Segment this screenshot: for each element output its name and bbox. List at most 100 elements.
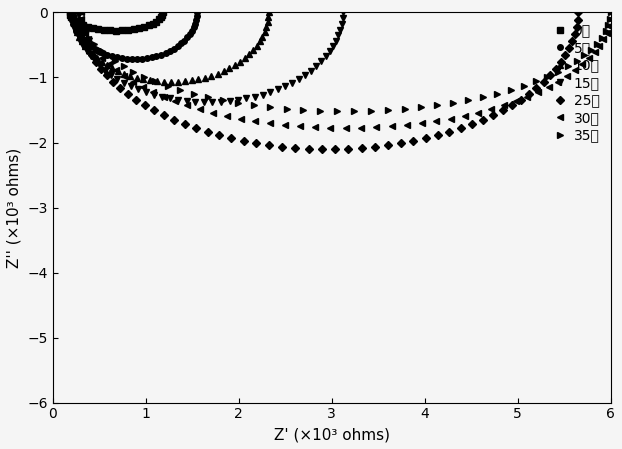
15日 bbox=[338, 21, 345, 26]
25日 bbox=[204, 129, 211, 135]
35日 bbox=[82, 29, 90, 34]
5日 bbox=[162, 50, 169, 56]
5日 bbox=[95, 48, 102, 54]
15日 bbox=[339, 16, 346, 21]
25日 bbox=[170, 117, 178, 123]
10日 bbox=[109, 66, 116, 71]
5日 bbox=[174, 44, 182, 49]
15日 bbox=[251, 94, 258, 99]
35日 bbox=[79, 22, 86, 28]
30日 bbox=[342, 126, 350, 131]
35日 bbox=[588, 47, 595, 52]
5日 bbox=[99, 50, 106, 56]
10日 bbox=[264, 20, 271, 25]
0日 bbox=[113, 28, 120, 33]
35日 bbox=[267, 105, 274, 110]
25日 bbox=[109, 79, 117, 84]
10日 bbox=[264, 15, 272, 20]
15日 bbox=[134, 87, 142, 92]
Line: 0日: 0日 bbox=[67, 10, 165, 33]
15日 bbox=[335, 32, 342, 38]
35日 bbox=[598, 35, 606, 40]
5日 bbox=[77, 35, 85, 40]
15日 bbox=[70, 10, 77, 15]
15日 bbox=[166, 96, 174, 101]
35日 bbox=[417, 105, 425, 110]
0日 bbox=[84, 24, 91, 30]
35日 bbox=[573, 58, 580, 64]
30日 bbox=[596, 43, 603, 48]
15日 bbox=[183, 98, 190, 104]
30日 bbox=[149, 89, 157, 95]
15日 bbox=[307, 68, 315, 73]
35日 bbox=[234, 100, 242, 106]
15日 bbox=[312, 63, 320, 69]
35日 bbox=[333, 109, 341, 114]
5日 bbox=[73, 28, 80, 34]
15日 bbox=[77, 38, 84, 44]
15日 bbox=[108, 72, 115, 78]
5日 bbox=[180, 38, 188, 43]
15日 bbox=[301, 72, 309, 78]
15日 bbox=[80, 44, 87, 49]
5日 bbox=[148, 55, 156, 60]
0日 bbox=[67, 14, 75, 20]
Line: 10日: 10日 bbox=[70, 10, 271, 85]
15日 bbox=[158, 94, 165, 99]
5日 bbox=[133, 57, 141, 62]
0日 bbox=[70, 17, 77, 22]
0日 bbox=[152, 19, 160, 24]
35日 bbox=[607, 10, 615, 15]
15日 bbox=[234, 97, 242, 103]
25日 bbox=[192, 126, 200, 131]
10日 bbox=[70, 10, 77, 15]
5日 bbox=[118, 56, 126, 61]
5日 bbox=[128, 57, 136, 62]
0日 bbox=[89, 26, 96, 31]
5日 bbox=[153, 53, 160, 59]
X-axis label: Z' (×10³ ohms): Z' (×10³ ohms) bbox=[274, 427, 390, 442]
35日 bbox=[251, 102, 258, 108]
0日 bbox=[118, 28, 126, 33]
10日 bbox=[241, 55, 248, 61]
15日 bbox=[102, 68, 109, 73]
35日 bbox=[532, 79, 540, 84]
0日 bbox=[149, 21, 157, 26]
35日 bbox=[368, 108, 375, 114]
25日 bbox=[574, 10, 582, 15]
15日 bbox=[96, 63, 104, 69]
10日 bbox=[81, 43, 89, 48]
35日 bbox=[96, 47, 104, 52]
15日 bbox=[243, 96, 250, 101]
15日 bbox=[91, 59, 99, 64]
5日 bbox=[108, 53, 116, 59]
0日 bbox=[145, 22, 152, 28]
35日 bbox=[190, 91, 198, 96]
35日 bbox=[283, 106, 290, 111]
10日 bbox=[253, 43, 261, 48]
0日 bbox=[75, 21, 83, 26]
35日 bbox=[152, 79, 159, 84]
5日 bbox=[68, 17, 76, 22]
5日 bbox=[80, 38, 88, 43]
5日 bbox=[186, 31, 193, 37]
25日 bbox=[318, 146, 325, 152]
35日 bbox=[78, 16, 85, 22]
0日 bbox=[130, 26, 137, 32]
35日 bbox=[120, 64, 128, 69]
35日 bbox=[300, 107, 307, 113]
5日 bbox=[104, 52, 111, 57]
10日 bbox=[188, 78, 195, 83]
10日 bbox=[214, 71, 221, 76]
35日 bbox=[465, 97, 472, 103]
5日 bbox=[177, 41, 185, 46]
5日 bbox=[113, 55, 121, 60]
15日 bbox=[128, 84, 135, 89]
35日 bbox=[493, 91, 501, 96]
15日 bbox=[259, 92, 266, 97]
15日 bbox=[337, 27, 344, 32]
15日 bbox=[317, 59, 325, 64]
5日 bbox=[70, 21, 77, 26]
30日 bbox=[93, 49, 101, 55]
15日 bbox=[142, 89, 149, 95]
